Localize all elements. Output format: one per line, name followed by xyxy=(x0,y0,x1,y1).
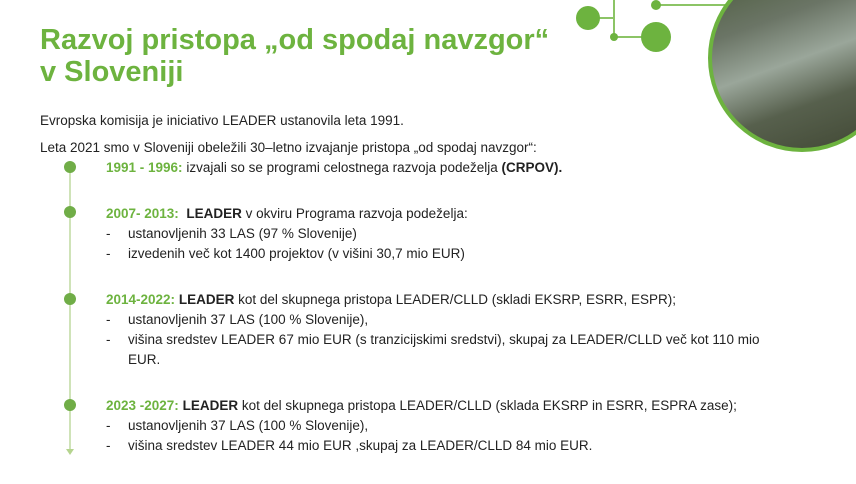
timeline-item-2: 2007- 2013: LEADER v okviru Programa raz… xyxy=(106,204,468,264)
timeline-dot xyxy=(64,399,76,411)
page-title: Razvoj pristopa „od spodaj navzgor“ v Slo… xyxy=(40,24,550,88)
photo-image xyxy=(708,0,856,152)
intro-text-2: Leta 2021 smo v Sloveniji obeležili 30–l… xyxy=(40,140,537,155)
timeline-line xyxy=(69,166,71,452)
timeline-item-1: 1991 - 1996: izvajali so se programi cel… xyxy=(106,160,563,175)
timeline-dot xyxy=(64,161,76,173)
decorative-dots-icon xyxy=(576,0,760,52)
timeline-dot xyxy=(64,293,76,305)
timeline-item-4: 2023 -2027: LEADER kot del skupnega pris… xyxy=(106,396,737,456)
timeline-item-3: 2014-2022: LEADER kot del skupnega prist… xyxy=(106,290,788,370)
timeline-arrow-icon xyxy=(66,449,74,455)
timeline-dot xyxy=(64,206,76,218)
intro-text-1: Evropska komisija je iniciativo LEADER u… xyxy=(40,113,404,128)
